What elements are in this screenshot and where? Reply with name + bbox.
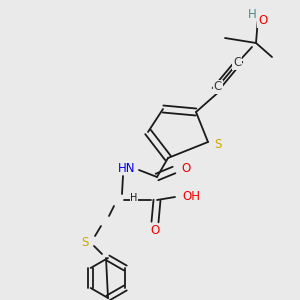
Text: S: S (214, 137, 222, 151)
Text: O: O (150, 224, 160, 238)
Text: S: S (81, 236, 89, 248)
Text: H: H (130, 193, 138, 203)
Text: HN: HN (118, 161, 136, 175)
Text: OH: OH (182, 190, 200, 203)
Text: O: O (182, 161, 190, 175)
Text: O: O (258, 14, 268, 28)
Text: C: C (233, 56, 241, 70)
Text: C: C (214, 80, 222, 94)
Text: H: H (248, 8, 256, 20)
